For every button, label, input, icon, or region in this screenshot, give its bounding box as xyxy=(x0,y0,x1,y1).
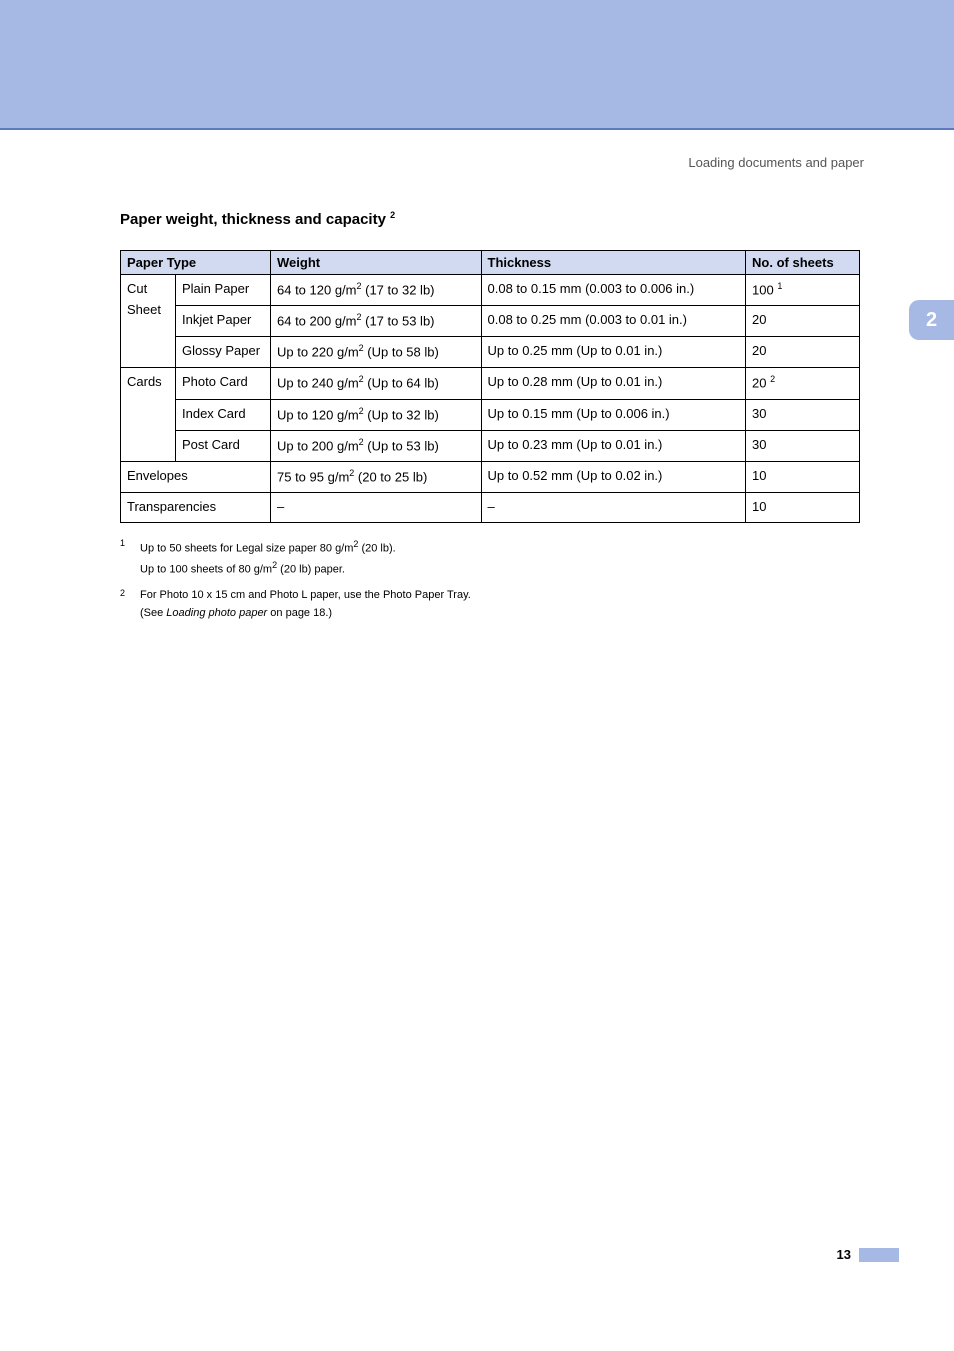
text-segment: (17 to 32 lb) xyxy=(362,282,435,297)
cell-inkjet-sheets: 20 xyxy=(746,306,860,337)
table-row: Transparencies – – 10 xyxy=(121,492,860,522)
text-segment: Up to 200 g/m xyxy=(277,438,359,453)
cell-post-card-type: Post Card xyxy=(176,430,271,461)
paper-spec-table: Paper Type Weight Thickness No. of sheet… xyxy=(120,250,860,523)
text-segment: 64 to 200 g/m xyxy=(277,313,357,328)
th-sheets: No. of sheets xyxy=(746,251,860,275)
footnote-2-num: 2 xyxy=(120,587,140,622)
text-segment: Up to 50 sheets for Legal size paper 80 … xyxy=(140,542,353,554)
fn-ref-1: 1 xyxy=(777,281,782,291)
footnote-1-num: 1 xyxy=(120,537,140,580)
cell-plain-sheets: 100 1 xyxy=(746,275,860,306)
cell-envelopes-thickness: Up to 0.52 mm (Up to 0.02 in.) xyxy=(481,461,746,492)
cell-glossy-weight: Up to 220 g/m2 (Up to 58 lb) xyxy=(271,337,482,368)
cell-index-card-thickness: Up to 0.15 mm (Up to 0.006 in.) xyxy=(481,399,746,430)
table-row: Inkjet Paper 64 to 200 g/m2 (17 to 53 lb… xyxy=(121,306,860,337)
table-row: Envelopes 75 to 95 g/m2 (20 to 25 lb) Up… xyxy=(121,461,860,492)
text-segment: Up to 120 g/m xyxy=(277,407,359,422)
table-row: Index Card Up to 120 g/m2 (Up to 32 lb) … xyxy=(121,399,860,430)
section-title-sup: 2 xyxy=(390,210,395,220)
cell-post-card-sheets: 30 xyxy=(746,430,860,461)
cell-envelopes-weight: 75 to 95 g/m2 (20 to 25 lb) xyxy=(271,461,482,492)
text-segment: For Photo 10 x 15 cm and Photo L paper, … xyxy=(140,589,471,601)
cell-envelopes-sheets: 10 xyxy=(746,461,860,492)
cell-transparencies-sheets: 10 xyxy=(746,492,860,522)
cell-index-card-type: Index Card xyxy=(176,399,271,430)
chapter-tab: 2 xyxy=(909,300,954,340)
text-segment: (Up to 32 lb) xyxy=(364,407,439,422)
text-segment: (20 lb) paper. xyxy=(277,564,345,576)
cell-photo-card-thickness: Up to 0.28 mm (Up to 0.01 in.) xyxy=(481,368,746,399)
table-header-row: Paper Type Weight Thickness No. of sheet… xyxy=(121,251,860,275)
top-header-band xyxy=(0,0,954,130)
footnote-2-link: Loading photo paper xyxy=(166,607,267,619)
cell-post-card-thickness: Up to 0.23 mm (Up to 0.01 in.) xyxy=(481,430,746,461)
cell-transparencies-weight: – xyxy=(271,492,482,522)
table-row: Cards Photo Card Up to 240 g/m2 (Up to 6… xyxy=(121,368,860,399)
cell-glossy-thickness: Up to 0.25 mm (Up to 0.01 in.) xyxy=(481,337,746,368)
text-segment: Up to 220 g/m xyxy=(277,345,359,360)
text-segment: 20 xyxy=(752,376,766,391)
cell-envelopes-type: Envelopes xyxy=(121,461,271,492)
section-title-text: Paper weight, thickness and capacity xyxy=(120,211,386,228)
text-segment: (20 lb). xyxy=(358,542,395,554)
chapter-header-text: Loading documents and paper xyxy=(120,155,864,170)
footnote-2: 2 For Photo 10 x 15 cm and Photo L paper… xyxy=(120,587,860,622)
cell-cards-label: Cards xyxy=(121,368,176,461)
cell-glossy-sheets: 20 xyxy=(746,337,860,368)
text-segment: on page 18.) xyxy=(267,607,332,619)
table-row: Post Card Up to 200 g/m2 (Up to 53 lb) U… xyxy=(121,430,860,461)
table-row: Cut Sheet Plain Paper 64 to 120 g/m2 (17… xyxy=(121,275,860,306)
th-paper-type: Paper Type xyxy=(121,251,271,275)
fn-ref-2: 2 xyxy=(770,374,775,384)
cell-inkjet-type: Inkjet Paper xyxy=(176,306,271,337)
text-segment: (Up to 53 lb) xyxy=(364,438,439,453)
text-segment: Up to 240 g/m xyxy=(277,376,359,391)
cell-photo-card-weight: Up to 240 g/m2 (Up to 64 lb) xyxy=(271,368,482,399)
cell-inkjet-thickness: 0.08 to 0.25 mm (0.003 to 0.01 in.) xyxy=(481,306,746,337)
cell-index-card-weight: Up to 120 g/m2 (Up to 32 lb) xyxy=(271,399,482,430)
cell-plain-weight: 64 to 120 g/m2 (17 to 32 lb) xyxy=(271,275,482,306)
section-title: Paper weight, thickness and capacity 2 xyxy=(120,210,864,228)
page-footer: 13 xyxy=(837,1247,899,1262)
cell-transparencies-type: Transparencies xyxy=(121,492,271,522)
text-segment: (Up to 58 lb) xyxy=(364,345,439,360)
text-segment: (20 to 25 lb) xyxy=(354,469,427,484)
page-number: 13 xyxy=(837,1247,851,1262)
footnote-1-text: Up to 50 sheets for Legal size paper 80 … xyxy=(140,537,396,580)
footnote-1: 1 Up to 50 sheets for Legal size paper 8… xyxy=(120,537,860,580)
text-segment: 100 xyxy=(752,282,774,297)
text-segment: Up to 100 sheets of 80 g/m xyxy=(140,564,272,576)
table-row: Glossy Paper Up to 220 g/m2 (Up to 58 lb… xyxy=(121,337,860,368)
cell-cut-sheet-label: Cut Sheet xyxy=(121,275,176,368)
cell-plain-thickness: 0.08 to 0.15 mm (0.003 to 0.006 in.) xyxy=(481,275,746,306)
text-segment: (See xyxy=(140,607,166,619)
cell-post-card-weight: Up to 200 g/m2 (Up to 53 lb) xyxy=(271,430,482,461)
cell-photo-card-sheets: 20 2 xyxy=(746,368,860,399)
cell-transparencies-thickness: – xyxy=(481,492,746,522)
text-segment: (Up to 64 lb) xyxy=(364,376,439,391)
footnotes: 1 Up to 50 sheets for Legal size paper 8… xyxy=(120,537,860,623)
cell-photo-card-type: Photo Card xyxy=(176,368,271,399)
text-segment: 64 to 120 g/m xyxy=(277,282,357,297)
footnote-2-text: For Photo 10 x 15 cm and Photo L paper, … xyxy=(140,587,471,622)
th-thickness: Thickness xyxy=(481,251,746,275)
text-segment: (17 to 53 lb) xyxy=(362,313,435,328)
text-segment: 75 to 95 g/m xyxy=(277,469,349,484)
cell-glossy-type: Glossy Paper xyxy=(176,337,271,368)
cell-plain-type: Plain Paper xyxy=(176,275,271,306)
page-content: Loading documents and paper 2 Paper weig… xyxy=(0,130,954,622)
footer-color-bar xyxy=(859,1248,899,1262)
th-weight: Weight xyxy=(271,251,482,275)
cell-index-card-sheets: 30 xyxy=(746,399,860,430)
cell-inkjet-weight: 64 to 200 g/m2 (17 to 53 lb) xyxy=(271,306,482,337)
